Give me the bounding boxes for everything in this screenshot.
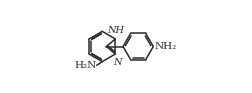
Text: NH₂: NH₂ <box>154 42 176 51</box>
Text: N: N <box>113 58 121 67</box>
Text: H₂N: H₂N <box>74 61 96 70</box>
Text: NH: NH <box>107 26 124 35</box>
